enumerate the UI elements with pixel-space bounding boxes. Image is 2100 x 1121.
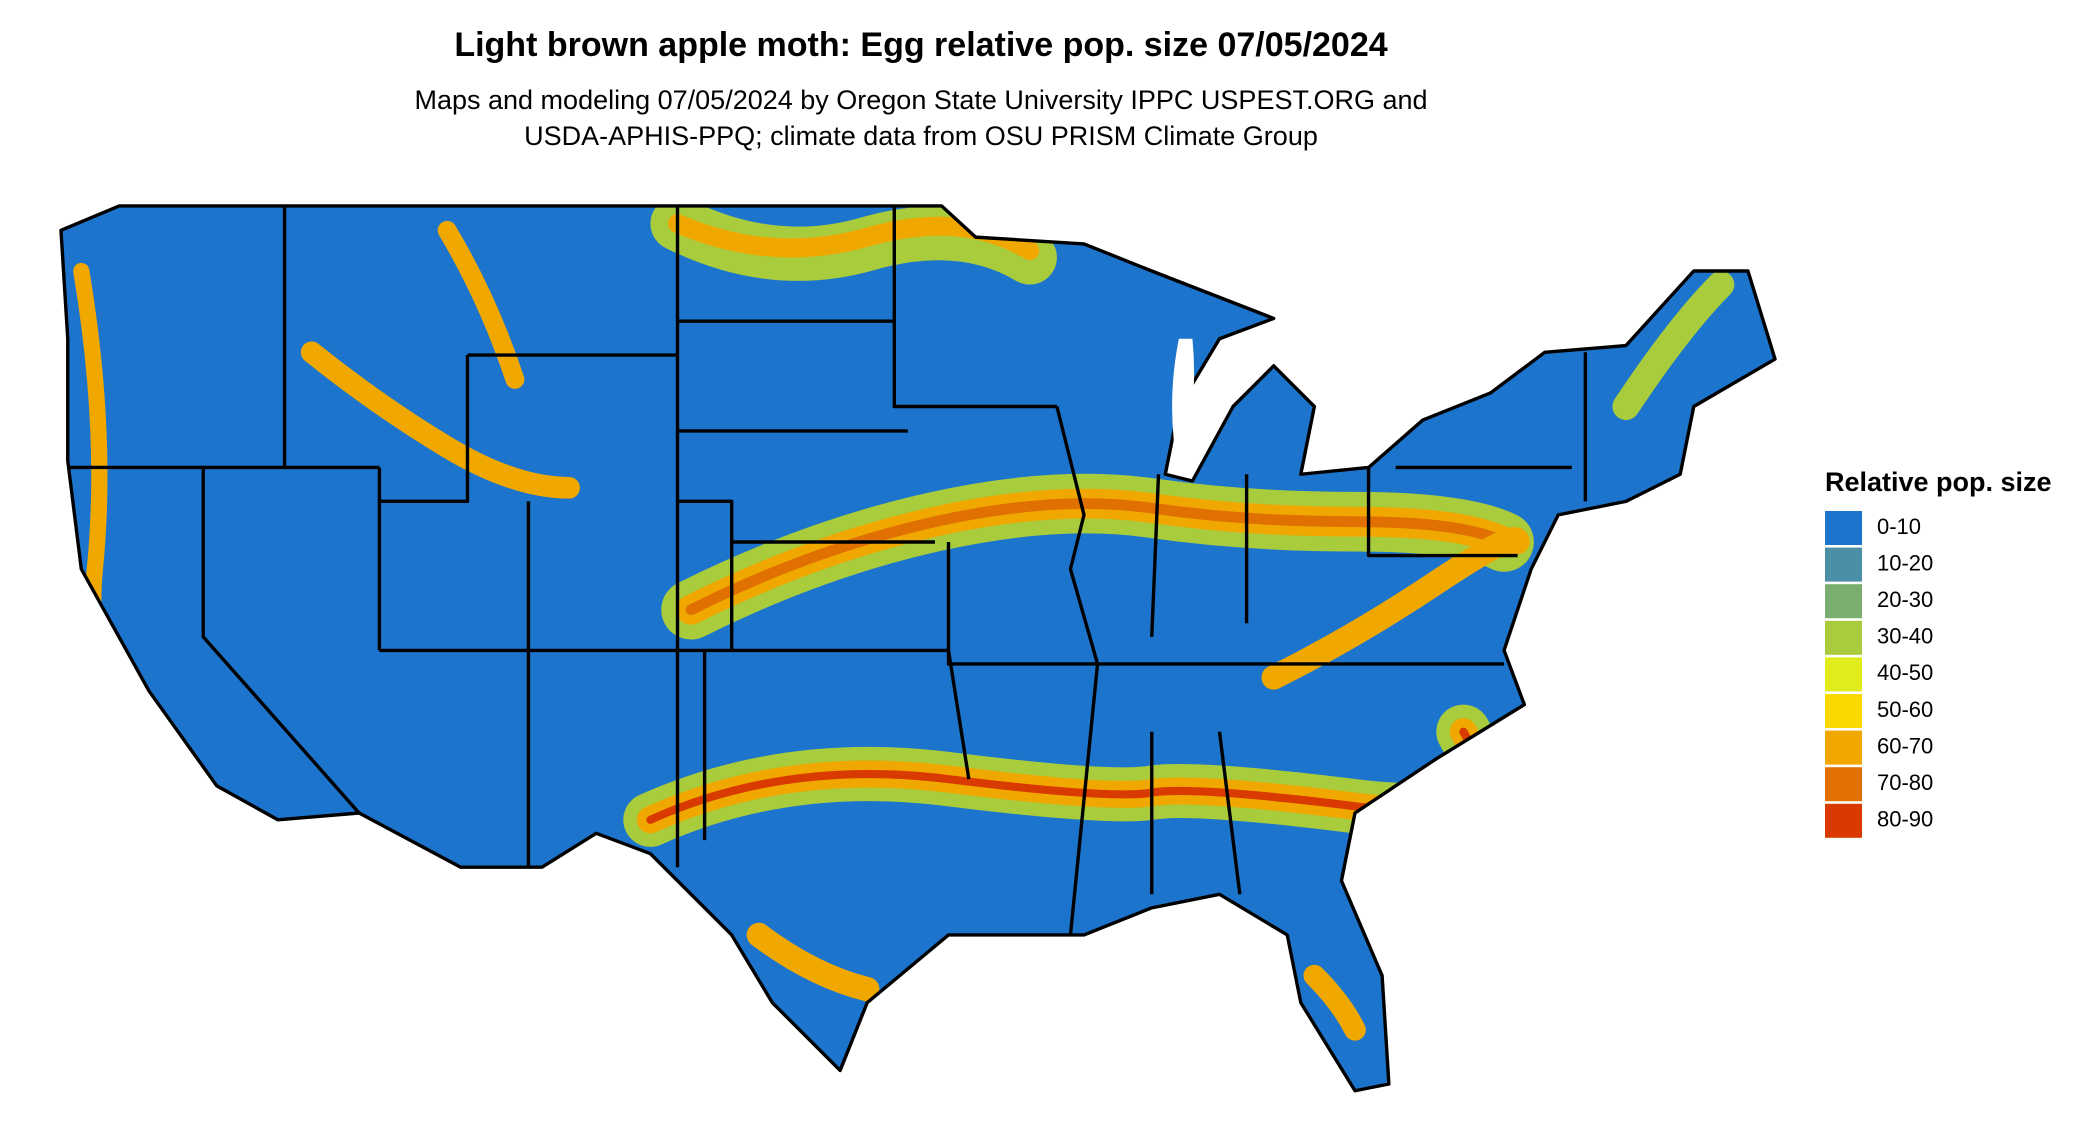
legend-swatch <box>1825 511 1862 545</box>
legend-swatch <box>1825 730 1862 765</box>
lake-michigan <box>1172 338 1195 475</box>
legend-label: 30-40 <box>1877 624 1933 649</box>
legend-label: 70-80 <box>1877 770 1933 795</box>
legend: 0-10 10-20 20-30 30-40 40-50 50-60 60-70 70-80 8… <box>1825 511 1933 838</box>
us-map <box>59 204 1777 1093</box>
legend-label: 40-50 <box>1877 660 1933 685</box>
legend-label: 60-70 <box>1877 733 1933 758</box>
title: Light brown apple moth: Egg relative pop… <box>454 26 1387 64</box>
legend-swatch <box>1825 620 1862 655</box>
legend-label: 20-30 <box>1877 587 1933 612</box>
subtitle: USDA-APHIS-PPQ; climate data from OSU PR… <box>524 121 1318 151</box>
legend-swatch <box>1825 694 1862 728</box>
legend-label: 80-90 <box>1877 807 1933 832</box>
legend-swatch <box>1825 657 1862 692</box>
legend-swatch <box>1825 547 1862 582</box>
legend-swatch <box>1825 584 1862 619</box>
legend-label: 50-60 <box>1877 697 1933 722</box>
legend-title: Relative pop. size <box>1825 467 2052 497</box>
legend-swatch <box>1825 803 1862 838</box>
state-borders <box>59 204 1777 1093</box>
legend-label: 0-10 <box>1877 514 1921 539</box>
legend-label: 10-20 <box>1877 550 1933 575</box>
subtitle: Maps and modeling 07/05/2024 by Oregon S… <box>414 85 1427 115</box>
legend-swatch <box>1825 767 1862 802</box>
